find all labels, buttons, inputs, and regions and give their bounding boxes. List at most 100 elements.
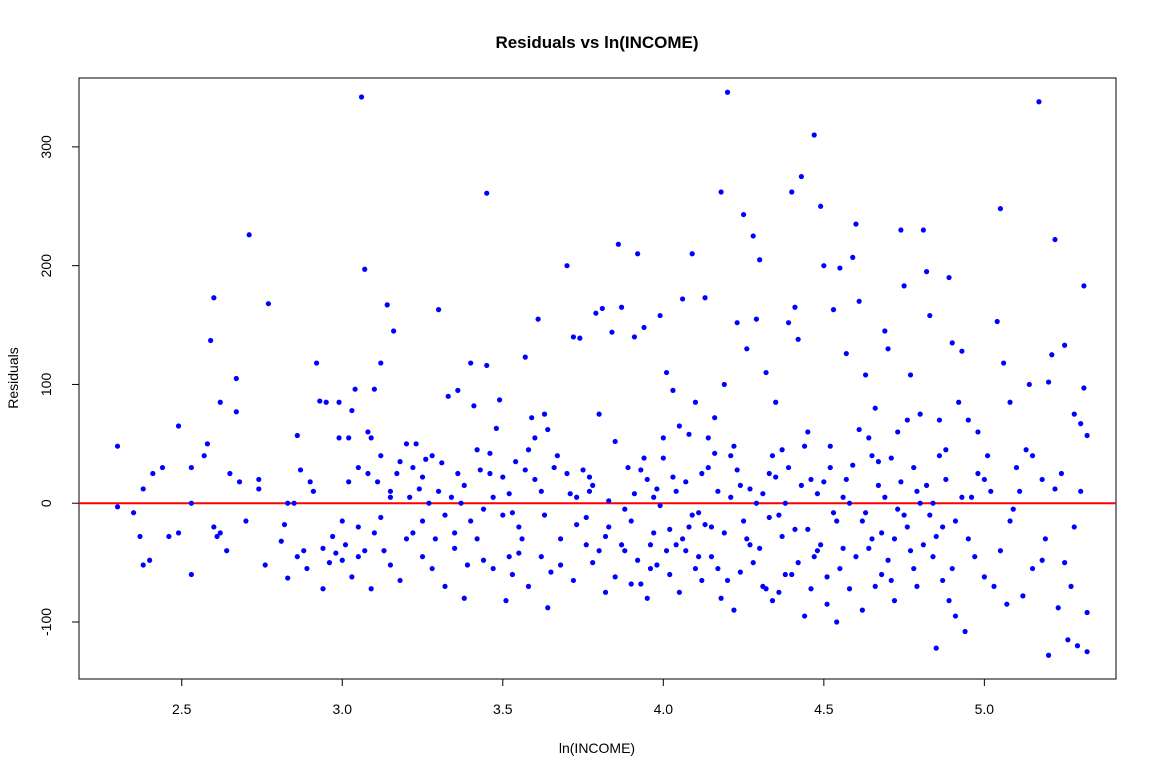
data-point (731, 607, 737, 613)
data-point (670, 474, 676, 480)
data-point (371, 386, 377, 392)
data-point (1062, 560, 1068, 566)
data-point (721, 381, 727, 388)
data-point (622, 506, 628, 512)
data-point (378, 453, 384, 459)
data-point (368, 435, 374, 441)
data-point (702, 521, 708, 528)
data-point (968, 494, 975, 500)
data-point (458, 500, 464, 506)
data-point (503, 598, 509, 604)
data-point (628, 518, 634, 524)
data-point (477, 467, 483, 473)
data-point (452, 530, 458, 536)
data-point (391, 328, 397, 334)
data-point (567, 491, 573, 497)
data-point (256, 476, 262, 483)
data-point (352, 386, 358, 392)
x-tick-label: 3.5 (493, 701, 513, 717)
data-point (532, 435, 538, 441)
data-point (429, 453, 435, 459)
data-point (667, 571, 673, 578)
data-point (718, 189, 724, 195)
data-point (647, 542, 654, 548)
data-point (814, 548, 821, 554)
data-point (933, 533, 939, 540)
data-point (782, 500, 788, 506)
data-point (805, 429, 811, 435)
data-point (455, 470, 461, 477)
data-point (946, 598, 952, 604)
data-point (888, 455, 894, 461)
data-point (166, 533, 172, 540)
data-point (972, 554, 978, 560)
data-point (150, 470, 156, 477)
data-point (423, 456, 429, 462)
data-point (368, 586, 374, 592)
data-point (1084, 649, 1090, 655)
data-point (147, 557, 153, 563)
data-point (811, 554, 817, 560)
data-point (1078, 421, 1084, 427)
data-point (1081, 385, 1087, 391)
data-point (750, 233, 756, 239)
data-point (824, 574, 830, 580)
data-point (808, 476, 814, 483)
data-point (461, 595, 467, 601)
data-point (952, 518, 959, 524)
data-point (721, 530, 727, 536)
data-point (827, 443, 833, 449)
data-point (394, 470, 400, 477)
data-point (830, 307, 837, 313)
x-tick-label: 4.5 (814, 701, 834, 717)
data-point (853, 221, 859, 227)
data-point (644, 595, 650, 601)
data-point (500, 474, 506, 480)
data-point (875, 482, 882, 488)
data-point (349, 574, 355, 580)
data-point (349, 407, 355, 414)
data-point (612, 574, 618, 580)
data-point (702, 295, 708, 301)
x-axis-label: ln(INCOME) (559, 740, 635, 756)
data-point (1045, 652, 1052, 658)
data-point (545, 426, 551, 433)
data-point (901, 512, 907, 518)
data-point (898, 479, 904, 485)
data-point (879, 571, 885, 578)
data-point (988, 488, 994, 494)
data-point (590, 560, 596, 566)
data-point (776, 512, 782, 518)
data-point (342, 542, 349, 548)
data-point (480, 506, 487, 512)
data-point (1052, 236, 1058, 243)
data-point (419, 474, 426, 480)
data-point (846, 500, 853, 506)
data-point (882, 328, 888, 334)
data-point (837, 265, 843, 271)
data-point (917, 500, 923, 506)
data-point (1039, 557, 1045, 563)
data-point (217, 399, 223, 405)
data-point (991, 583, 997, 589)
data-point (1010, 506, 1016, 512)
data-point (336, 399, 342, 405)
data-point (757, 545, 763, 551)
data-point (217, 530, 223, 536)
data-point (1001, 360, 1007, 366)
data-point (1074, 643, 1081, 649)
data-point (757, 257, 763, 263)
data-point (641, 324, 647, 331)
data-point (435, 307, 442, 313)
data-point (487, 450, 493, 456)
x-tick-label: 3.0 (333, 701, 353, 717)
data-point (696, 554, 702, 560)
data-point (201, 453, 207, 459)
data-point (294, 554, 300, 560)
data-point (297, 467, 304, 473)
data-point (824, 601, 830, 607)
data-point (920, 227, 926, 233)
data-point (1084, 609, 1090, 616)
data-point (381, 548, 387, 554)
